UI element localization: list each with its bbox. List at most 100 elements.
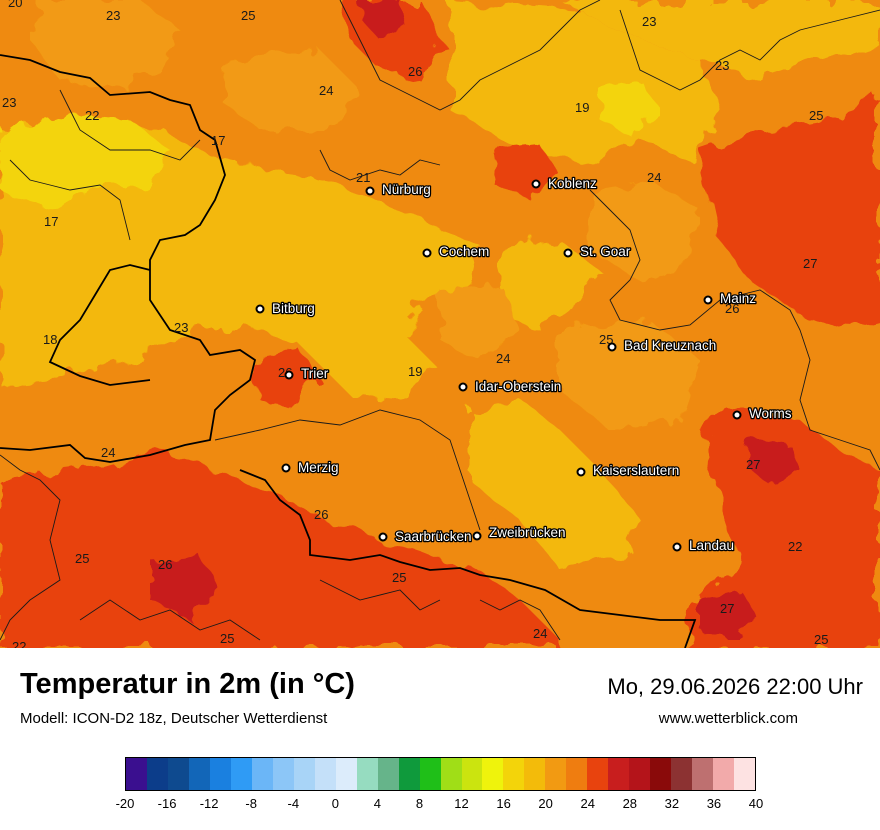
temperature-contours [0, 0, 880, 648]
legend-tick-label: 20 [538, 796, 553, 811]
legend-tick-label: 32 [664, 796, 680, 811]
temp-label: 26 [725, 301, 739, 316]
legend-tick-label: -16 [157, 796, 177, 811]
legend-swatch [734, 758, 756, 790]
city-marker[interactable]: Merzig [281, 459, 340, 476]
legend-swatch [209, 758, 231, 790]
temp-label: 26 [408, 64, 422, 79]
legend-swatch [146, 758, 168, 790]
website-link[interactable]: www.wetterblick.com [658, 710, 798, 727]
city-marker[interactable]: Mainz [703, 290, 758, 307]
legend-swatch [188, 758, 210, 790]
temp-label: 25 [809, 108, 823, 123]
city-marker[interactable]: Koblenz [531, 175, 598, 192]
legend-swatch [566, 758, 588, 790]
city-label: Mainz [720, 291, 756, 306]
city-label: Idar-Oberstein [475, 379, 561, 394]
city-marker[interactable]: Landau [672, 537, 735, 554]
city-label: Nürburg [382, 182, 431, 197]
city-marker[interactable]: Worms [732, 405, 793, 422]
temp-label: 22 [788, 539, 802, 554]
city-label: Landau [689, 538, 734, 553]
temperature-map: 20 23 25 23 26 24 23 23 22 17 19 25 21 2… [0, 0, 880, 648]
legend-swatch [377, 758, 399, 790]
city-marker[interactable]: Zweibrücken [472, 524, 567, 541]
city-marker[interactable]: Saarbrücken [378, 528, 473, 545]
city-label: Bitburg [272, 301, 315, 316]
legend-swatch [713, 758, 735, 790]
temp-label: 24 [533, 626, 547, 641]
temp-label: 24 [496, 351, 510, 366]
temp-label: 17 [44, 214, 58, 229]
city-marker[interactable]: Bad Kreuznach [607, 337, 718, 354]
temp-label: 27 [746, 457, 760, 472]
city-marker[interactable]: Idar-Oberstein [458, 378, 563, 395]
city-marker[interactable]: St. Goar [563, 243, 632, 260]
temp-label: 24 [101, 445, 115, 460]
city-label: Cochem [439, 244, 489, 259]
legend-tick-label: 36 [706, 796, 722, 811]
legend-swatch [482, 758, 504, 790]
city-label: Koblenz [548, 176, 597, 191]
legend-swatch [167, 758, 189, 790]
city-label: Bad Kreuznach [624, 338, 716, 353]
legend-tick-label: 12 [454, 796, 469, 811]
legend-swatch [293, 758, 315, 790]
temp-label: 26 [158, 557, 172, 572]
legend-swatch [314, 758, 336, 790]
temp-label: 21 [356, 170, 370, 185]
temp-label: 23 [106, 8, 120, 23]
legend-tick-label: -12 [199, 796, 219, 811]
city-label: Merzig [298, 460, 339, 475]
city-label: Trier [301, 366, 329, 381]
legend-tick-label: 16 [496, 796, 511, 811]
temp-label: 25 [392, 570, 406, 585]
legend-tick-labels: -20 -16 -12 -8 -4 0 4 8 12 16 20 24 28 32 36 40 [0, 796, 880, 816]
city-marker[interactable]: Kaiserslautern [576, 462, 681, 479]
temp-label: 23 [642, 14, 656, 29]
legend-tick-label: 28 [622, 796, 638, 811]
legend-swatch [335, 758, 357, 790]
legend-swatch [524, 758, 546, 790]
legend-tick-label: 40 [748, 796, 764, 811]
map-title: Temperatur in 2m (in °C) [20, 668, 355, 700]
legend-swatch [356, 758, 378, 790]
model-info: Modell: ICON-D2 18z, Deutscher Wetterdie… [20, 710, 328, 727]
temp-label: 20 [8, 0, 22, 10]
temp-label: 25 [814, 632, 828, 647]
city-marker[interactable]: Cochem [422, 243, 491, 260]
legend-swatch [230, 758, 252, 790]
border-lines [0, 0, 880, 648]
legend-swatch [251, 758, 273, 790]
legend-tick-label: -4 [287, 796, 300, 811]
legend-swatch [671, 758, 693, 790]
legend-swatch [503, 758, 525, 790]
legend-swatch [587, 758, 609, 790]
legend-tick-label: 8 [415, 796, 424, 811]
legend-swatch [398, 758, 420, 790]
temp-label: 22 [85, 108, 99, 123]
legend-swatch [126, 758, 147, 790]
temp-label: 25 [220, 631, 234, 646]
temp-label: 26 [314, 507, 328, 522]
legend-swatch [461, 758, 483, 790]
color-legend [125, 757, 756, 791]
city-marker[interactable]: Trier [284, 365, 330, 382]
temp-label: 23 [715, 58, 729, 73]
city-markers: Nürburg Koblenz Cochem St. Goar Mainz Bi… [255, 175, 793, 554]
temp-label: 27 [803, 256, 817, 271]
temp-label: 19 [575, 100, 589, 115]
legend-swatch [545, 758, 567, 790]
city-marker[interactable]: Bitburg [255, 300, 316, 317]
city-label: Worms [749, 406, 792, 421]
temp-label: 25 [75, 551, 89, 566]
temp-label: 23 [2, 95, 16, 110]
city-label: Kaiserslautern [593, 463, 679, 478]
city-label: Saarbrücken [395, 529, 472, 544]
legend-tick-label: -20 [115, 796, 135, 811]
city-marker[interactable]: Nürburg [365, 181, 432, 198]
legend-swatch [419, 758, 441, 790]
temp-label: 18 [43, 332, 57, 347]
legend-swatch [608, 758, 630, 790]
legend-swatch [272, 758, 294, 790]
